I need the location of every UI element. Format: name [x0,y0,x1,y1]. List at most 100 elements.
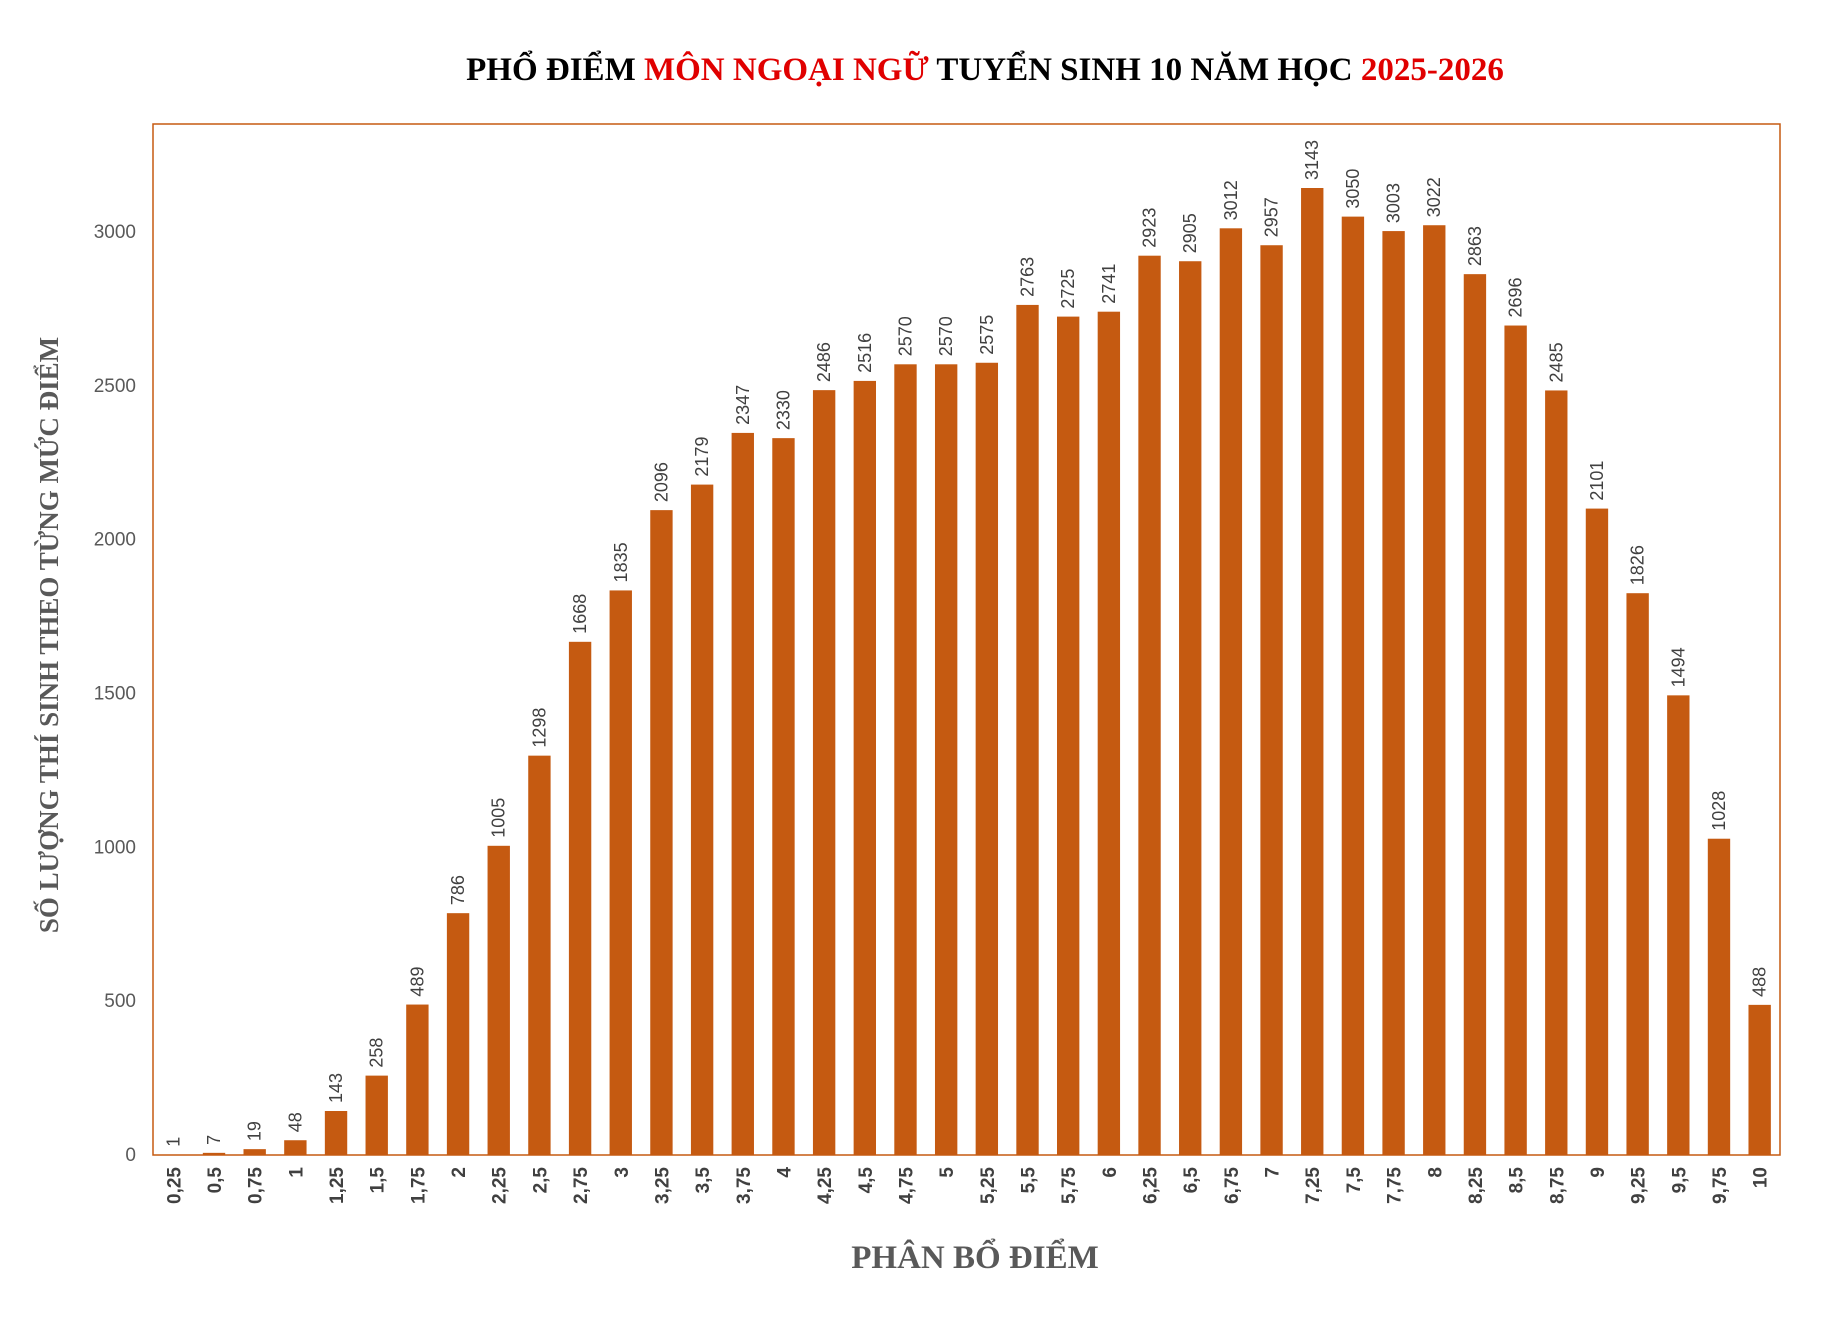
bar [1585,508,1609,1156]
x-tick-label: 4,75 [896,1167,917,1204]
x-tick-label: 5,75 [1059,1167,1080,1204]
x-tick-label: 2,75 [571,1167,592,1204]
x-axis-ticks: 0,25 0,5 0,75 1 1,25 1,5 1,75 2 2,25 2,5 2,75 3 3,25… [164,1167,1771,1204]
bar-value-label: 143 [326,1073,346,1103]
bar-value-label: 2330 [773,390,793,430]
bar-value-label: 3022 [1424,177,1444,217]
y-tick-label: 3000 [94,222,136,243]
bar [853,380,876,1155]
bar-value-label: 786 [448,875,468,905]
chart-title-part: MÔN NGOẠI NGỮ [644,50,929,88]
y-tick-label: 0 [125,1145,136,1166]
x-tick-label: 3,75 [734,1167,755,1204]
x-tick-label: 3,5 [693,1167,714,1194]
bar [975,362,999,1155]
bar [1748,1004,1771,1155]
bar-value-label: 1835 [611,542,631,582]
x-tick-label: 2,25 [490,1167,511,1204]
bar-value-label: 2763 [1018,257,1038,297]
bar [406,1004,429,1155]
bar-value-label: 2741 [1099,264,1119,304]
x-tick-label: 5,25 [978,1167,999,1204]
bar-value-label: 258 [367,1038,387,1068]
bar-value-label: 489 [407,967,427,997]
x-tick-label: 9,25 [1629,1167,1650,1204]
x-tick-label: 7,5 [1344,1167,1365,1194]
bar [284,1140,307,1155]
bar [894,364,917,1155]
bar [690,484,714,1156]
x-tick-label: 9,75 [1710,1167,1731,1204]
bar [1504,325,1527,1155]
bar [1057,316,1080,1155]
bar-value-label: 2101 [1587,461,1607,501]
bar-value-label: 2486 [814,342,834,382]
x-tick-label: 0,5 [205,1167,226,1194]
bar-value-label: 2575 [977,315,997,355]
chart-title-part: TUYỂN SINH 10 NĂM HỌC [936,50,1360,88]
bar [812,390,836,1155]
x-tick-label: 7,75 [1385,1167,1406,1204]
bar [1707,838,1731,1155]
bar [243,1149,266,1155]
bar-value-label: 2570 [936,316,956,356]
bar [365,1075,388,1155]
bar-value-label: 488 [1750,967,1770,997]
bar-value-label: 2923 [1140,208,1160,248]
bar [1016,304,1039,1155]
bar-value-label: 2516 [855,333,875,373]
bar-value-label: 1005 [489,798,509,838]
chart-title-part: PHỔ ĐIỂM [466,49,644,88]
x-tick-label: 4 [774,1167,795,1178]
x-tick-label: 1,5 [368,1167,389,1194]
bar [1260,245,1283,1156]
x-tick-label: 7,25 [1303,1167,1324,1204]
bar-value-label: 7 [204,1135,224,1145]
bar [1423,225,1446,1156]
x-tick-label: 5,5 [1019,1167,1040,1194]
x-tick-label: 1 [286,1167,307,1178]
x-axis-title: PHÂN BỔ ĐIỂM [851,1237,1099,1276]
bar-value-label: 2096 [651,462,671,502]
x-tick-label: 3 [612,1167,633,1178]
x-tick-label: 7 [1263,1167,1284,1178]
bar [324,1111,348,1155]
bar [1301,188,1324,1155]
bar [1463,274,1487,1155]
x-tick-label: 8,5 [1507,1167,1528,1194]
y-axis-title: SỐ LƯỢNG THÍ SINH THEO TỪNG MỨC ĐIỂM [33,337,64,933]
bar-value-label: 48 [285,1112,305,1132]
x-tick-label: 4,25 [815,1167,836,1204]
y-tick-label: 1000 [94,837,136,858]
bar-value-label: 19 [245,1121,265,1141]
x-tick-label: 6,5 [1181,1167,1202,1194]
plot-area-border [152,123,1781,1156]
bar-value-label: 1298 [529,708,549,748]
bar-value-label: 2179 [692,437,712,477]
bar-value-label: 2905 [1180,213,1200,253]
bar-value-label: 1826 [1628,545,1648,585]
y-axis-ticks: 0 500 1000 1500 2000 2500 3000 [94,222,136,1166]
bar-value-label: 2570 [895,316,915,356]
bar [934,364,958,1155]
bar [609,590,632,1155]
bar [1545,390,1568,1155]
bar [568,641,592,1155]
x-tick-label: 6 [1100,1167,1121,1178]
x-tick-label: 1,75 [408,1167,429,1204]
bar [1667,695,1690,1155]
bar-value-label: 1668 [570,594,590,634]
x-tick-label: 8 [1425,1167,1446,1178]
bar-value-label: 3003 [1384,183,1404,223]
y-tick-label: 2000 [94,530,136,551]
x-tick-label: 0,75 [246,1167,267,1204]
x-tick-label: 6,25 [1141,1167,1162,1204]
bar-value-label: 1494 [1668,647,1688,687]
bar-value-label: 2347 [733,385,753,425]
bar [1138,255,1161,1155]
bar [528,755,551,1155]
bar [1626,593,1649,1155]
bar [772,438,795,1155]
